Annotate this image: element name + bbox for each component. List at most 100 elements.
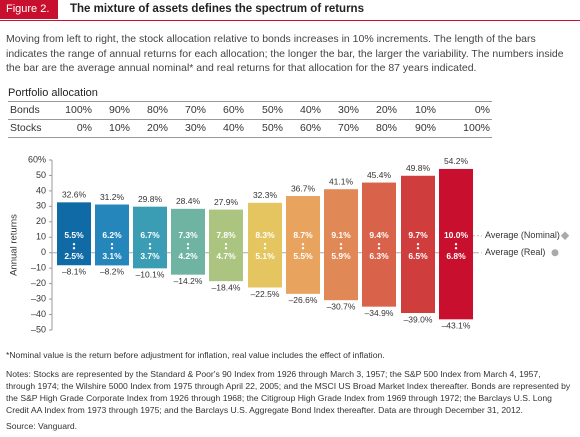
separator-dot <box>301 247 305 250</box>
table-cell: 40% <box>299 104 321 116</box>
table-title: Portfolio allocation <box>8 87 98 99</box>
table-cell: 70% <box>337 122 359 134</box>
figure-title: The mixture of assets defines the spectr… <box>70 3 364 15</box>
real-label: 5.1% <box>255 251 275 261</box>
separator-dot <box>72 243 76 246</box>
y-tick-label: 0 <box>41 247 46 257</box>
nominal-label: 9.7% <box>408 230 428 240</box>
real-label: 2.5% <box>64 251 84 261</box>
separator-dot <box>110 247 114 250</box>
range-bar <box>95 204 129 266</box>
table-row: Stocks 0% 10% 20% 30% 40% 50% 60% 70% 80% 90% 100% <box>8 119 492 138</box>
high-label: 28.4% <box>176 196 201 206</box>
real-label: 5.5% <box>293 251 313 261</box>
y-axis-label: Annual returns <box>9 214 20 276</box>
legend-label: Average (Nominal) <box>485 230 560 240</box>
high-label: 32.6% <box>62 190 87 200</box>
y-tick-label: 40 <box>36 185 46 195</box>
separator-dot <box>301 243 305 246</box>
y-tick-label: 20 <box>36 216 46 226</box>
high-label: 54.2% <box>444 156 469 166</box>
real-label: 4.7% <box>216 251 236 261</box>
footnote: *Nominal value is the return before adju… <box>6 350 385 360</box>
nominal-label: 6.7% <box>140 230 160 240</box>
separator-dot <box>72 247 76 250</box>
separator-dot <box>416 243 420 246</box>
legend-diamond <box>560 231 570 240</box>
low-label: –8.1% <box>62 266 87 276</box>
row-label: Stocks <box>10 122 42 134</box>
real-label: 6.8% <box>446 251 466 261</box>
nominal-label: 8.7% <box>293 230 313 240</box>
separator-dot <box>377 243 381 246</box>
separator-dot <box>186 247 190 250</box>
table-cell: 90% <box>108 104 130 116</box>
real-label: 6.5% <box>408 251 428 261</box>
separator-dot <box>148 247 152 250</box>
y-tick-label: 60% <box>28 154 46 164</box>
y-tick-label: –40 <box>31 309 46 319</box>
separator-dot <box>263 247 267 250</box>
y-tick-label: 50 <box>36 170 46 180</box>
y-tick-label: 10 <box>36 232 46 242</box>
y-tick-label: 30 <box>36 201 46 211</box>
low-label: –34.9% <box>365 308 394 318</box>
table-cell: 100% <box>65 104 92 116</box>
separator-dot <box>224 243 228 246</box>
nominal-label: 5.5% <box>64 230 84 240</box>
separator-dot <box>454 247 458 250</box>
real-label: 3.7% <box>140 251 160 261</box>
separator-dot <box>186 243 190 246</box>
source: Source: Vanguard. <box>6 421 78 431</box>
y-tick-label: –50 <box>31 324 46 334</box>
figure-label: Figure 2. <box>0 0 58 19</box>
table-cell: 0% <box>76 122 92 134</box>
low-label: –39.0% <box>404 314 433 324</box>
nominal-label: 9.1% <box>331 230 351 240</box>
separator-dot <box>339 247 343 250</box>
table-cell: 40% <box>222 122 244 134</box>
separator-dot <box>148 243 152 246</box>
table-row: Bonds 100% 90% 80% 70% 60% 50% 40% 30% 20% 10% 0% <box>8 101 492 119</box>
y-tick-label: –30 <box>31 293 46 303</box>
real-label: 4.2% <box>178 251 198 261</box>
separator-dot <box>224 247 228 250</box>
nominal-label: 7.3% <box>178 230 198 240</box>
real-label: 5.9% <box>331 251 351 261</box>
table-cell: 20% <box>375 104 397 116</box>
table-cell: 90% <box>414 122 436 134</box>
high-label: 36.7% <box>291 183 316 193</box>
nominal-label: 8.3% <box>255 230 275 240</box>
legend-label: Average (Real) <box>485 247 545 257</box>
table-cell: 80% <box>146 104 168 116</box>
y-tick-label: –10 <box>31 263 46 273</box>
table-cell: 80% <box>375 122 397 134</box>
low-label: –8.2% <box>100 267 125 277</box>
real-label: 6.3% <box>369 251 389 261</box>
table-cell: 100% <box>463 122 490 134</box>
low-label: –10.1% <box>136 270 165 280</box>
y-tick-label: –20 <box>31 278 46 288</box>
table-cell: 10% <box>414 104 436 116</box>
low-label: –43.1% <box>442 321 471 331</box>
low-label: –18.4% <box>212 282 241 292</box>
range-bar <box>133 206 167 269</box>
separator-dot <box>339 243 343 246</box>
low-label: –14.2% <box>174 276 203 286</box>
high-label: 49.8% <box>406 163 431 173</box>
high-label: 45.4% <box>367 170 392 180</box>
table-cell: 50% <box>261 122 283 134</box>
table-cell: 10% <box>108 122 130 134</box>
high-label: 29.8% <box>138 194 163 204</box>
range-bar <box>57 202 91 266</box>
nominal-label: 6.2% <box>102 230 122 240</box>
nominal-label: 7.8% <box>216 230 236 240</box>
chart: 60% 50 40 30 20 10 0 –10 –20 –30 –40 –50 Annual retu… <box>9 154 570 334</box>
range-bar <box>171 208 205 275</box>
high-label: 27.9% <box>214 197 239 207</box>
separator-dot <box>110 243 114 246</box>
separator-dot <box>377 247 381 250</box>
table-cell: 70% <box>184 104 206 116</box>
table-cell: 30% <box>184 122 206 134</box>
